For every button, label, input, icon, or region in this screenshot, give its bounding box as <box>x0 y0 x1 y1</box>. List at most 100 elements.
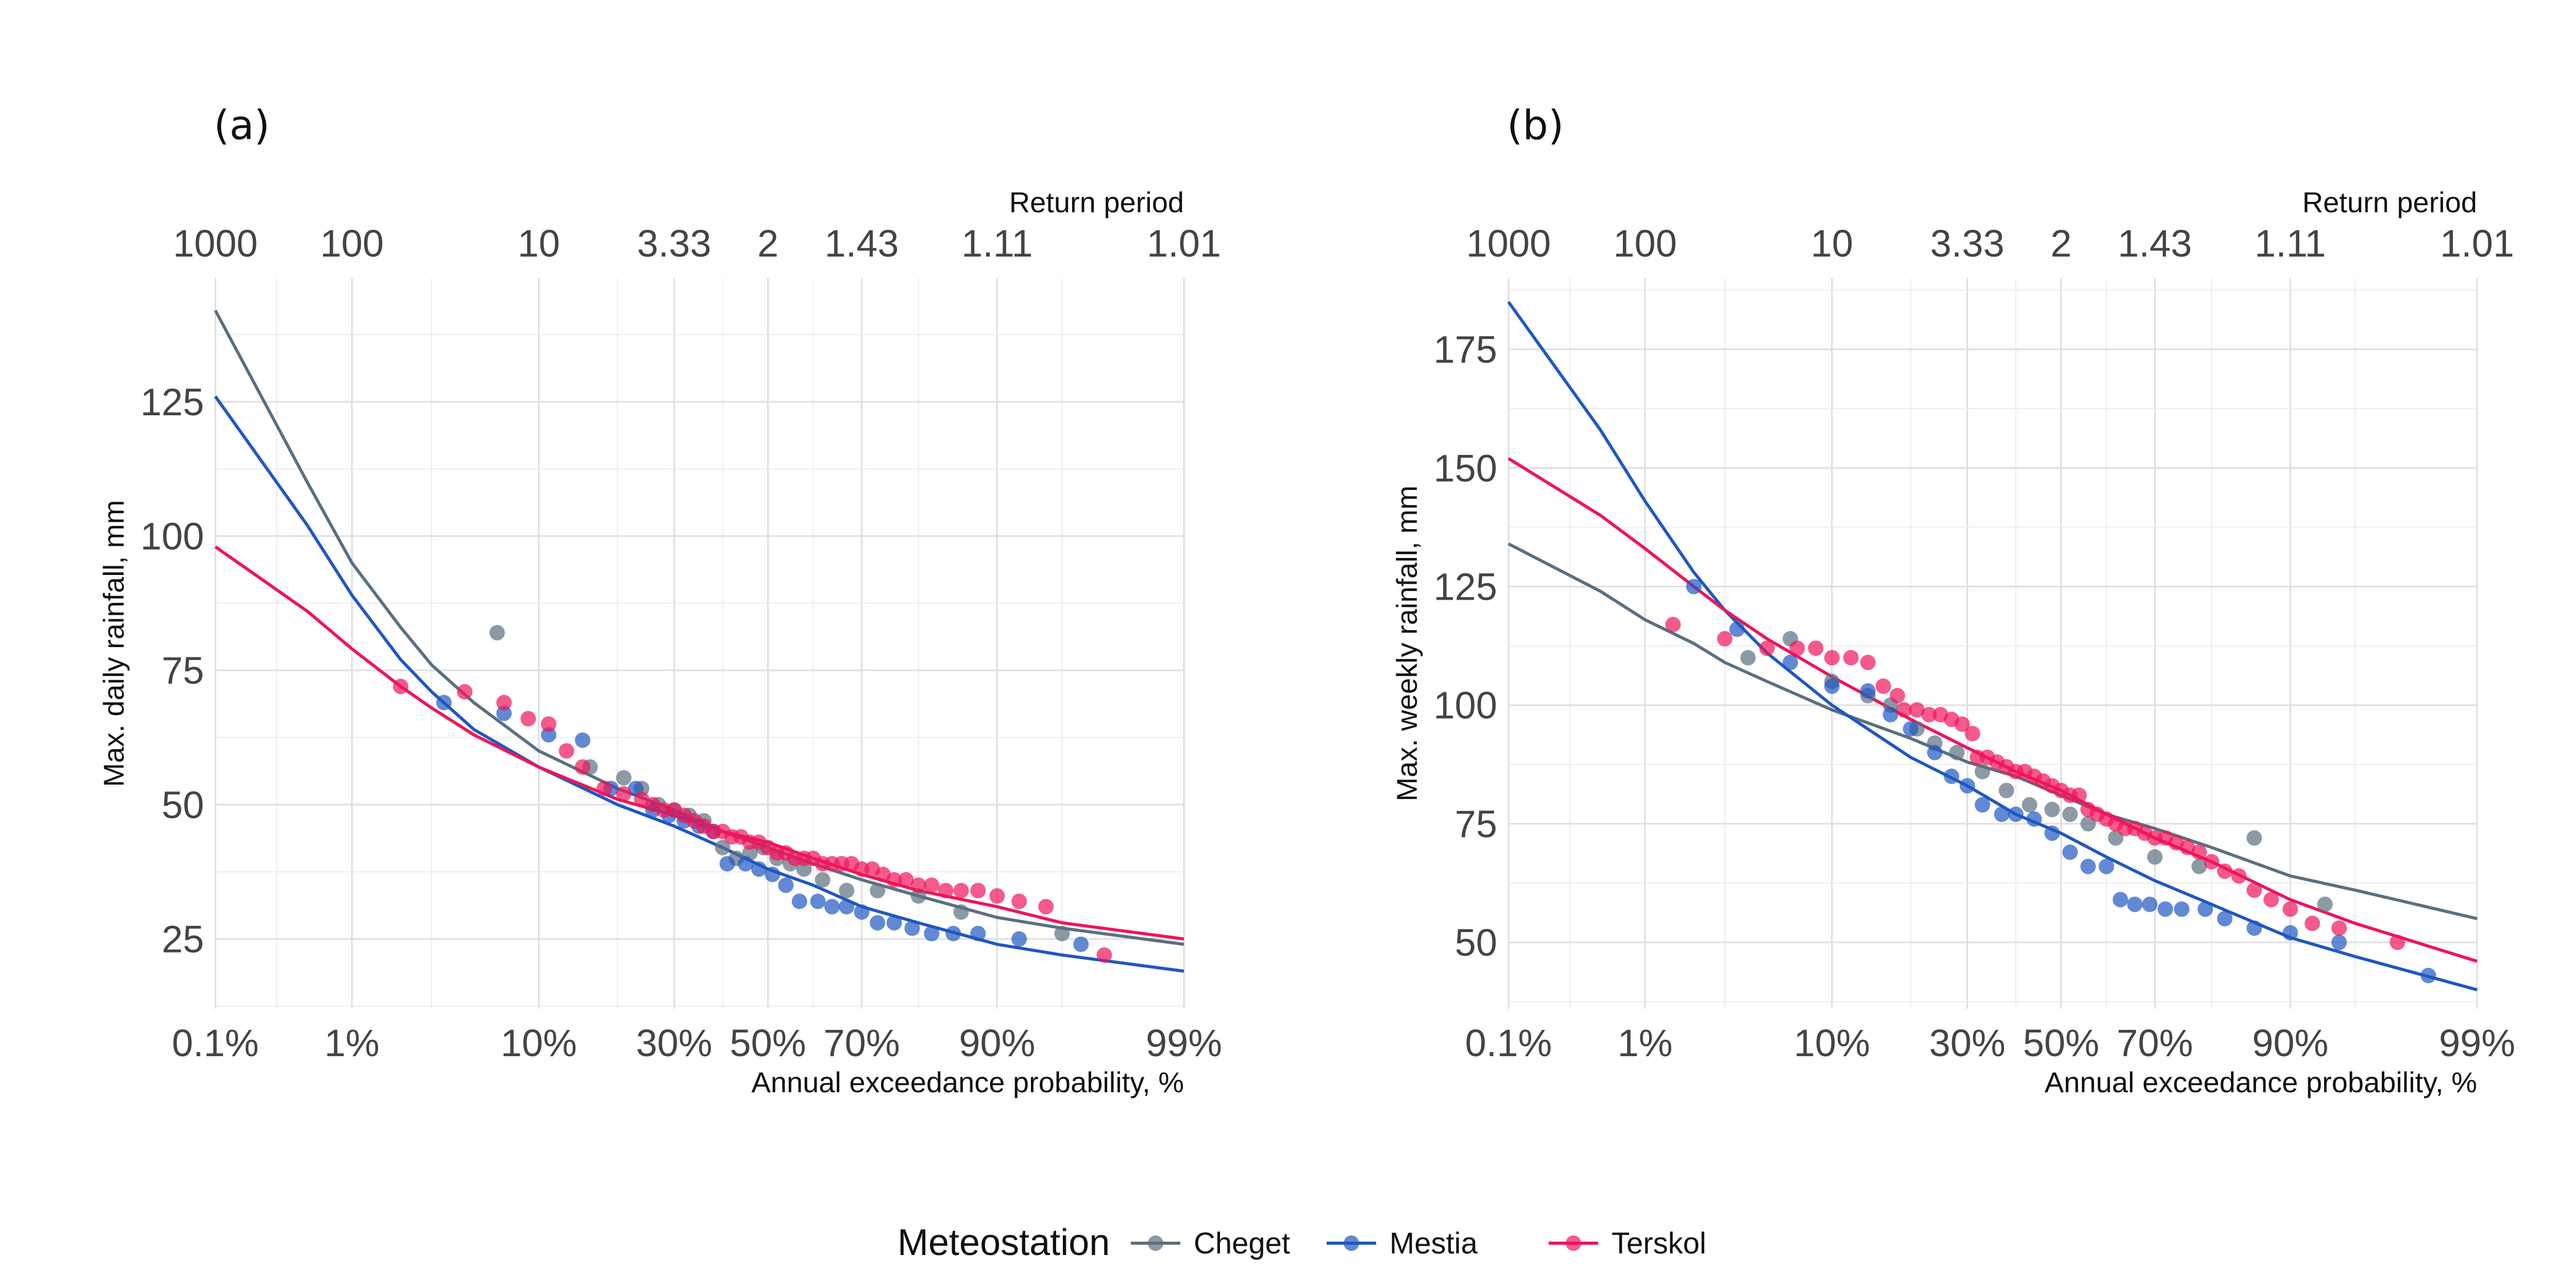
data-point-terskol <box>1964 725 1980 741</box>
data-point-mestia <box>1073 936 1089 952</box>
data-point-terskol <box>1921 707 1937 723</box>
data-point-mestia <box>2142 896 2158 912</box>
data-point-mestia <box>2197 901 2213 917</box>
data-point-mestia <box>1783 654 1798 670</box>
data-point-cheget <box>1740 650 1756 666</box>
data-point-terskol <box>1824 650 1840 666</box>
y-axis-title: Max. weekly rainfall, mm <box>1391 485 1423 801</box>
data-point-mestia <box>2008 806 2024 822</box>
x2-tick-label: 3.33 <box>637 222 711 265</box>
data-point-terskol <box>2204 854 2219 870</box>
data-point-terskol <box>574 759 590 775</box>
data-point-mestia <box>2174 901 2190 917</box>
legend-key-point <box>1566 1235 1581 1251</box>
y-axis-title: Max. daily rainfall, mm <box>97 500 130 787</box>
data-point-cheget <box>616 770 632 786</box>
x2-axis-title: Return period <box>1009 186 1184 218</box>
x-tick-label: 90% <box>2252 1022 2328 1064</box>
y-tick-label: 100 <box>141 515 204 557</box>
data-point-mestia <box>1011 931 1027 947</box>
legend-item-terskol: Terskol <box>1549 1227 1706 1260</box>
data-point-mestia <box>2044 825 2060 841</box>
data-point-cheget <box>2044 802 2060 818</box>
data-point-terskol <box>1875 678 1891 694</box>
data-point-cheget <box>2246 830 2262 846</box>
data-point-terskol <box>457 684 473 700</box>
x2-tick-label: 1.01 <box>2440 222 2514 265</box>
data-point-terskol <box>1860 654 1876 670</box>
y-tick-label: 100 <box>1434 684 1497 727</box>
x2-tick-label: 100 <box>1613 222 1676 265</box>
data-point-terskol <box>2217 863 2233 879</box>
x2-tick-label: 1.01 <box>1147 222 1221 265</box>
data-point-terskol <box>2263 892 2279 908</box>
fit-line-mestia <box>214 395 1184 973</box>
data-point-terskol <box>2331 920 2347 936</box>
data-point-cheget <box>2317 896 2333 912</box>
legend-item-mestia: Mestia <box>1327 1227 1478 1260</box>
x-axis-title: Annual exceedance probability, % <box>751 1066 1184 1098</box>
data-point-mestia <box>2420 968 2436 984</box>
data-point-cheget <box>715 840 731 856</box>
data-point-terskol <box>2231 868 2247 884</box>
data-point-cheget <box>2191 858 2207 874</box>
data-point-terskol <box>1808 640 1824 656</box>
data-point-mestia <box>924 926 940 941</box>
data-point-mestia <box>2062 844 2078 860</box>
x-tick-label: 70% <box>2117 1022 2193 1064</box>
data-point-cheget <box>910 888 926 904</box>
x2-tick-label: 3.33 <box>1930 222 2005 265</box>
data-point-mestia <box>1943 768 1959 784</box>
x-tick-label: 1% <box>325 1022 380 1064</box>
data-point-terskol <box>886 872 902 888</box>
data-point-cheget <box>870 883 886 899</box>
data-point-terskol <box>596 781 612 796</box>
x2-tick-label: 10 <box>1811 222 1853 265</box>
data-point-mestia <box>854 904 870 920</box>
data-point-terskol <box>1843 650 1859 666</box>
data-point-mestia <box>904 920 920 936</box>
data-point-mestia <box>778 877 794 893</box>
data-point-terskol <box>1038 899 1054 914</box>
data-point-mestia <box>1686 579 1702 595</box>
panel-a: (a) 0.1% 1% 10% 30% 50% 70% 90% 99% 1000 100 10 3.33… <box>97 103 1222 1098</box>
x-tick-label: 99% <box>2439 1022 2515 1064</box>
series-terskol <box>393 679 1112 963</box>
data-point-mestia <box>2098 858 2114 874</box>
x2-axis-title: Return period <box>2302 186 2477 218</box>
data-point-terskol <box>924 877 940 893</box>
x2-tick-label: 1.11 <box>2255 222 2326 265</box>
legend-key-point <box>1344 1235 1359 1251</box>
data-point-cheget <box>2022 797 2038 813</box>
data-point-mestia <box>1824 678 1840 694</box>
data-point-cheget <box>953 904 969 920</box>
data-point-terskol <box>2071 787 2087 803</box>
data-point-terskol <box>989 888 1005 904</box>
x-axis-title: Annual exceedance probability, % <box>2044 1066 2477 1098</box>
y-tick-label: 50 <box>1455 921 1497 964</box>
x2-tick-label: 100 <box>320 222 383 265</box>
x-tick-label: 30% <box>636 1022 713 1064</box>
data-point-mestia <box>574 732 590 748</box>
data-point-terskol <box>558 743 574 759</box>
y-tick-label: 125 <box>141 381 204 423</box>
series-mestia <box>1686 579 2436 984</box>
data-point-mestia <box>738 856 753 872</box>
data-point-cheget <box>796 861 812 877</box>
data-point-cheget <box>1998 783 2014 799</box>
data-point-mestia <box>1729 621 1745 637</box>
grid <box>1507 278 2478 1009</box>
x-tick-label: 10% <box>1794 1022 1870 1064</box>
x-tick-label: 90% <box>959 1022 1035 1064</box>
data-point-mestia <box>970 926 986 941</box>
x-tick-label: 0.1% <box>1465 1022 1552 1064</box>
data-point-terskol <box>1896 702 1912 718</box>
x-tick-label: 50% <box>2023 1022 2099 1064</box>
data-point-mestia <box>791 893 807 909</box>
data-point-terskol <box>970 883 986 899</box>
data-point-cheget <box>1054 926 1070 941</box>
data-point-cheget <box>489 625 505 641</box>
data-point-terskol <box>2179 839 2195 855</box>
x2-tick-label: 2 <box>2050 222 2072 265</box>
data-point-terskol <box>953 883 969 899</box>
